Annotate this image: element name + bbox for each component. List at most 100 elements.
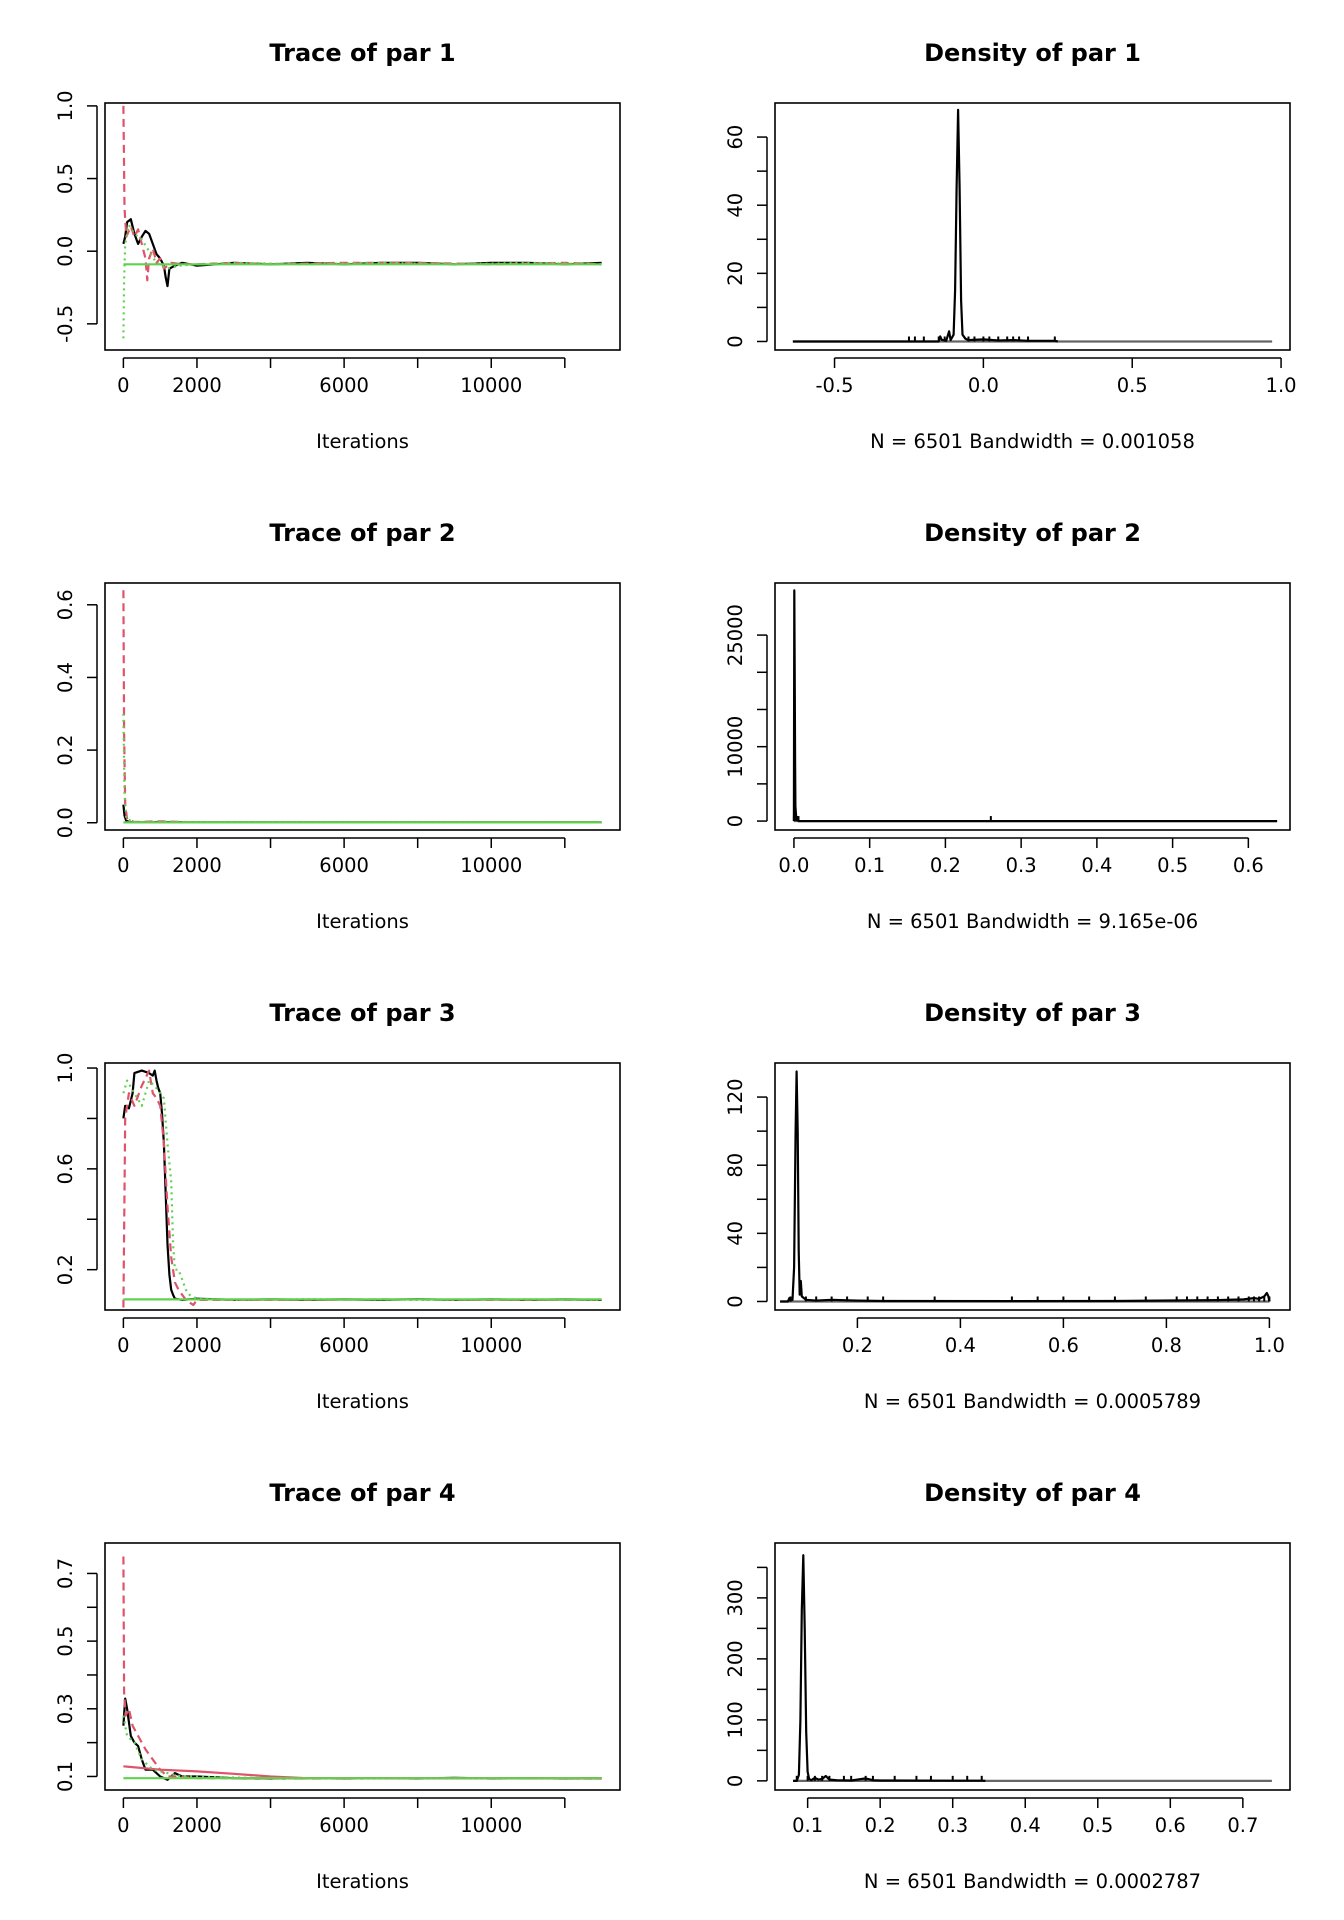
x-tick-label: 10000 xyxy=(460,374,522,397)
series-line-2 xyxy=(122,590,602,824)
y-tick-label: 0.2 xyxy=(54,735,77,766)
x-tick-label: 2000 xyxy=(172,1334,222,1357)
x-axis-label: Iterations xyxy=(316,430,409,453)
plot-area xyxy=(793,1554,1272,1782)
y-tick-label: 80 xyxy=(724,1153,747,1178)
series-line-3 xyxy=(122,223,602,339)
plot-area xyxy=(122,105,602,339)
y-tick-label: 0.6 xyxy=(54,1153,77,1184)
x-tick-label: 0 xyxy=(117,1334,129,1357)
panel-title: Density of par 2 xyxy=(924,519,1141,547)
series-line-1 xyxy=(792,589,1278,823)
plot-frame xyxy=(104,102,621,351)
x-tick-label: 0.8 xyxy=(1151,1334,1182,1357)
y-tick-label: 0.5 xyxy=(54,1626,77,1657)
panel-title: Density of par 3 xyxy=(924,999,1141,1027)
x-tick-label: 6000 xyxy=(319,1334,369,1357)
x-tick-label: 0.6 xyxy=(1155,1814,1186,1837)
x-tick-label: 0.0 xyxy=(968,374,999,397)
plot-area xyxy=(780,1070,1271,1303)
x-axis-label: N = 6501 Bandwidth = 0.001058 xyxy=(870,430,1195,453)
plot-area xyxy=(122,1069,602,1308)
y-tick-label: 0 xyxy=(724,1295,747,1307)
x-tick-label: 10000 xyxy=(460,1334,522,1357)
panel-title: Density of par 4 xyxy=(924,1479,1141,1507)
x-axis-label: N = 6501 Bandwidth = 0.0005789 xyxy=(864,1390,1201,1413)
y-tick-label: 0.6 xyxy=(54,589,77,620)
y-tick-label: 0 xyxy=(724,335,747,347)
x-tick-label: 2000 xyxy=(172,1814,222,1837)
series-line-1 xyxy=(792,108,1059,343)
x-tick-label: 0.2 xyxy=(930,854,961,877)
y-tick-label: -0.5 xyxy=(54,305,77,343)
y-tick-label: 0.0 xyxy=(54,236,77,267)
series-line-3 xyxy=(122,1079,602,1301)
panel-trace-2: Trace of par 2 Iterations 0 2000 6000 10000 0.… xyxy=(54,519,621,933)
y-tick-label: 0.5 xyxy=(54,163,77,194)
series-line-1 xyxy=(780,1070,1271,1303)
panel-title: Trace of par 4 xyxy=(269,1479,455,1507)
x-tick-label: 0.5 xyxy=(1082,1814,1113,1837)
y-tick-label: 200 xyxy=(724,1640,747,1677)
x-tick-label: 0.1 xyxy=(792,1814,823,1837)
y-tick-label: 10000 xyxy=(724,716,747,778)
plot-frame xyxy=(774,102,1291,351)
panel-trace-4: Trace of par 4 Iterations 0 2000 6000 10000 0.… xyxy=(54,1479,621,1893)
x-axis-label: Iterations xyxy=(316,1390,409,1413)
x-tick-label: 0 xyxy=(117,374,129,397)
x-tick-label: 0.0 xyxy=(778,854,809,877)
panel-trace-1: Trace of par 1 Iterations 0 2000 6000 10000 -0… xyxy=(54,39,621,453)
y-tick-label: 20 xyxy=(724,261,747,286)
panel-density-4: Density of par 4 N = 6501 Bandwidth = 0.0… xyxy=(724,1479,1291,1893)
series-line-2 xyxy=(122,1556,602,1780)
x-tick-label: 1.0 xyxy=(1254,1334,1285,1357)
x-tick-label: 0.3 xyxy=(1006,854,1037,877)
series-line-1 xyxy=(793,1554,986,1782)
x-tick-label: 0.1 xyxy=(854,854,885,877)
y-tick-label: 120 xyxy=(724,1078,747,1115)
panel-title: Trace of par 3 xyxy=(269,999,455,1027)
plot-area xyxy=(122,1556,602,1781)
series-line-1 xyxy=(122,804,602,824)
series-line-3 xyxy=(122,713,602,824)
panel-title: Trace of par 1 xyxy=(269,39,455,67)
series-line-2 xyxy=(122,105,602,282)
plot-frame xyxy=(774,1062,1291,1311)
plot-frame xyxy=(104,1062,621,1311)
x-tick-label: 0.2 xyxy=(865,1814,896,1837)
series-line-1 xyxy=(122,1697,602,1781)
panel-title: Trace of par 2 xyxy=(269,519,455,547)
x-tick-label: 6000 xyxy=(319,1814,369,1837)
series-line-4 xyxy=(122,1715,602,1780)
plot-frame xyxy=(104,582,621,831)
x-tick-label: 6000 xyxy=(319,854,369,877)
y-tick-label: 0.4 xyxy=(54,662,77,693)
x-tick-label: 0.4 xyxy=(945,1334,976,1357)
plot-area xyxy=(792,589,1278,823)
panel-density-1: Density of par 1 N = 6501 Bandwidth = 0.0… xyxy=(724,39,1297,453)
x-tick-label: 6000 xyxy=(319,374,369,397)
y-tick-label: 0.0 xyxy=(54,807,77,838)
plot-frame xyxy=(774,582,1291,831)
plot-area xyxy=(792,108,1273,343)
x-axis-label: N = 6501 Bandwidth = 0.0002787 xyxy=(864,1870,1201,1893)
y-tick-label: 100 xyxy=(724,1701,747,1738)
x-tick-label: 0.6 xyxy=(1233,854,1264,877)
plot-area xyxy=(122,590,602,824)
x-axis-label: Iterations xyxy=(316,910,409,933)
panel-density-2: Density of par 2 N = 6501 Bandwidth = 9.1… xyxy=(724,519,1291,933)
x-tick-label: 10000 xyxy=(460,1814,522,1837)
plot-frame xyxy=(104,1542,621,1791)
x-tick-label: 0 xyxy=(117,854,129,877)
x-tick-label: 2000 xyxy=(172,854,222,877)
x-tick-label: 0.2 xyxy=(842,1334,873,1357)
x-tick-label: 0.4 xyxy=(1010,1814,1041,1837)
series-line-1 xyxy=(122,1069,602,1301)
x-tick-label: 0.7 xyxy=(1227,1814,1258,1837)
x-tick-label: 0.3 xyxy=(937,1814,968,1837)
x-tick-label: 0.6 xyxy=(1048,1334,1079,1357)
y-tick-label: 0 xyxy=(724,815,747,827)
y-tick-label: 0.7 xyxy=(54,1558,77,1589)
